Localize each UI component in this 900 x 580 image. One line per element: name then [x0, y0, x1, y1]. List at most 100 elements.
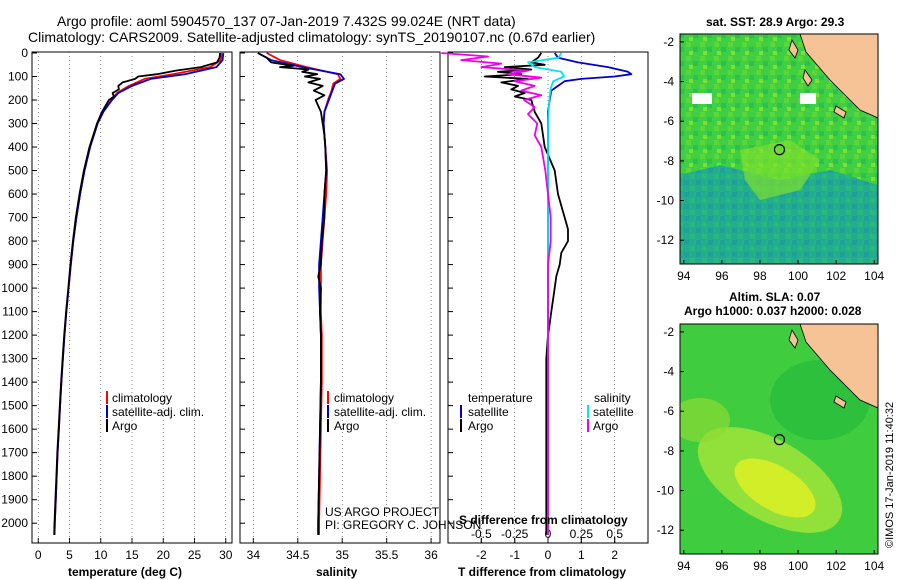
depth-tick-label: 1100 [2, 305, 28, 319]
series-line-t-argo [483, 52, 569, 535]
longitude-tick-label: 96 [715, 559, 729, 573]
salinity-legend: climatology satellite-adj. clim. Argo [327, 391, 426, 433]
depth-tick-label: 1800 [1, 469, 28, 483]
depth-tick-label: 100 [8, 70, 28, 84]
legend-t-satellite-label: satellite [468, 405, 509, 419]
dotted-gridlines [37, 52, 616, 543]
x-tick-label: 0 [545, 548, 552, 562]
longitude-tick-label: 102 [826, 559, 846, 573]
temperature-axis-label: temperature (deg C) [68, 565, 182, 579]
difference-series [441, 52, 633, 535]
legend-s-argo-label: Argo [593, 419, 619, 433]
depth-tick-label: 200 [8, 93, 28, 107]
depth-tick-label: 2000 [1, 516, 28, 530]
depth-tick-label: 800 [8, 234, 28, 248]
x-tick-label: 5 [66, 548, 73, 562]
sst-warm-patch [740, 140, 820, 200]
depth-tick-label: 1700 [1, 446, 28, 460]
depth-tick-label: 1200 [1, 328, 28, 342]
legend-satellite-label: satellite-adj. clim. [112, 405, 204, 419]
depth-tick-label: 900 [8, 258, 28, 272]
sst-map-title: sat. SST: 28.9 Argo: 29.3 [706, 15, 845, 29]
depth-tick-label: 1300 [1, 352, 28, 366]
longitude-tick-label: 100 [788, 269, 808, 283]
sla-map-title-1: Altim. SLA: 0.07 [729, 290, 821, 304]
argo-float-position-marker [773, 144, 786, 156]
sst-map-axes: 94 96 98 100 102 104 -2 -4 -6 -8 -10 -12 [657, 35, 885, 283]
longitude-tick-label: 98 [753, 269, 767, 283]
x-tick-label: 34 [247, 548, 261, 562]
salinity-x-axis: 34 34.5 35 35.5 36 [247, 538, 438, 562]
depth-tick-label: 700 [8, 211, 28, 225]
sla-high-region [680, 398, 730, 442]
latitude-tick-label: -2 [663, 35, 674, 49]
depth-tick-label: 1400 [1, 375, 28, 389]
salinity-panel-frame [239, 51, 441, 544]
x-tick-label: 20 [157, 548, 171, 562]
x-tick-label: -1 [509, 548, 520, 562]
sla-map-frame [679, 323, 879, 555]
t-difference-axis-label: T difference from climatology [458, 565, 626, 579]
x-tick-label: 35.5 [375, 548, 399, 562]
x-tick-label: 35 [336, 548, 350, 562]
longitude-tick-label: 96 [715, 269, 729, 283]
land-sumatra [799, 324, 878, 409]
island-outline [833, 105, 847, 119]
latitude-tick-label: -4 [663, 365, 674, 379]
x-tick-label: 0.5 [606, 527, 623, 541]
series-line-satellite-adj-clim- [53, 52, 225, 535]
sst-map-frame [679, 33, 879, 265]
difference-legend: temperature satellite Argo salinity sate… [460, 391, 634, 433]
legend-temperature-title: temperature [468, 391, 533, 405]
island-outline [788, 329, 799, 349]
latitude-tick-label: -10 [657, 194, 675, 208]
temperature-legend: climatology satellite-adj. clim. Argo [106, 391, 204, 433]
island-outline [802, 69, 813, 87]
latitude-tick-label: -8 [663, 154, 674, 168]
depth-tick-label: 300 [8, 117, 28, 131]
series-line-argo [257, 52, 328, 535]
legend-satellite-label: satellite-adj. clim. [334, 405, 426, 419]
legend-climatology-label: climatology [334, 391, 394, 405]
legend-s-satellite-label: satellite [593, 405, 634, 419]
x-tick-label: 0 [35, 548, 42, 562]
longitude-tick-label: 104 [864, 269, 884, 283]
depth-tick-label: 1500 [1, 399, 28, 413]
figure-title-line-2: Climatology: CARS2009. Satellite-adjuste… [28, 29, 595, 45]
x-tick-label: 34.5 [286, 548, 310, 562]
credit-imos: ©IMOS 17-Jan-2019 11:40:32 [884, 402, 896, 548]
credit-pi: PI: GREGORY C. JOHNSON [325, 518, 481, 532]
x-tick-label: 30 [219, 548, 233, 562]
sla-map-title-2: Argo h1000: 0.037 h2000: 0.028 [684, 304, 862, 318]
series-line-s-argo [441, 52, 552, 535]
land-sumatra [799, 34, 878, 119]
temperature-series [53, 52, 225, 535]
sla-map-axes: 94 96 98 100 102 104 -2 -4 -6 -8 -10 -12 [657, 325, 885, 573]
longitude-tick-label: 94 [677, 559, 691, 573]
series-line-argo [53, 52, 221, 535]
depth-tick-label: 500 [8, 164, 28, 178]
longitude-tick-label: 100 [788, 559, 808, 573]
depth-axis: 0 100 200 300 400 500 600 700 800 900 1000 1100 1200… [1, 46, 453, 530]
depth-tick-label: 600 [8, 187, 28, 201]
longitude-tick-label: 94 [677, 269, 691, 283]
sst-missing-data [800, 93, 816, 104]
argo-float-position-marker [773, 434, 786, 446]
island-outline [833, 395, 847, 409]
temperature-panel-frame [31, 51, 233, 544]
latitude-tick-label: -6 [663, 114, 674, 128]
island-outline [788, 39, 799, 59]
legend-argo-label: Argo [334, 419, 360, 433]
x-tick-label: -2 [476, 548, 487, 562]
series-line-climatology [266, 52, 342, 535]
sst-cool-region [680, 165, 878, 264]
credit-project: US ARGO PROJECT [325, 505, 440, 519]
x-tick-label: 25 [188, 548, 202, 562]
x-tick-label: 0.25 [570, 527, 594, 541]
x-tick-label: 10 [94, 548, 108, 562]
x-tick-label: 15 [125, 548, 139, 562]
x-tick-label: -0.5 [471, 527, 492, 541]
depth-tick-label: 1900 [1, 493, 28, 507]
latitude-tick-label: -12 [657, 523, 675, 537]
